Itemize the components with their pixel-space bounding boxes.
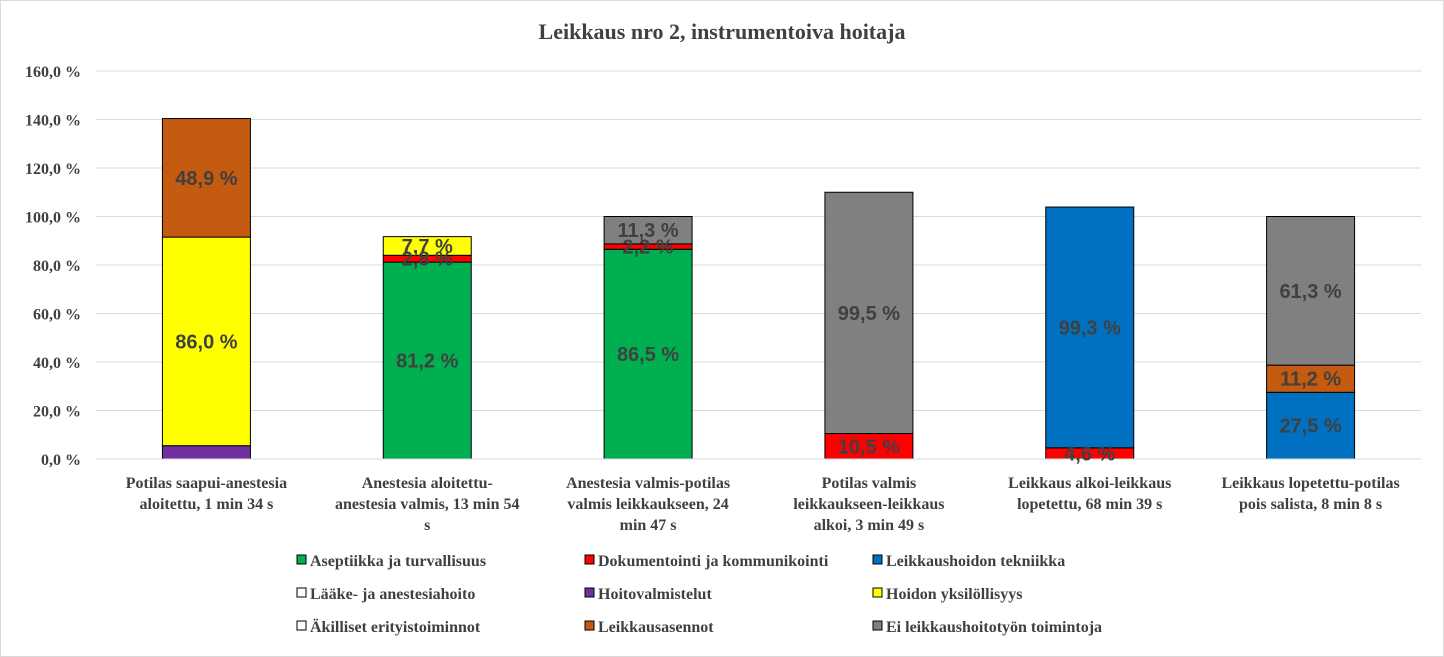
y-axis-ticks: 0,0 % 20,0 % 40,0 % 60,0 % 80,0 % 100,0 % 120,… (25, 64, 81, 469)
bar-segment (1266, 391, 1356, 460)
y-tick-label: 140,0 % (25, 113, 81, 130)
y-tick-label: 100,0 % (25, 210, 81, 227)
y-tick-label: 160,0 % (25, 64, 81, 81)
data-label: 4,6 % (1064, 443, 1115, 465)
x-tick-label: aloitettu, 1 min 34 s (140, 496, 274, 513)
x-tick-label: Anestesia aloitettu- (362, 475, 493, 492)
bar-segment (161, 236, 251, 447)
legend-swatch (872, 587, 883, 598)
data-label: 99,3 % (1059, 317, 1121, 339)
chart-title: Leikkaus nro 2, instrumentoiva hoitaja (539, 19, 906, 44)
x-tick-label: lopetettu, 68 min 39 s (1017, 496, 1162, 513)
bar-segment (603, 216, 693, 245)
legend-swatch (584, 620, 595, 631)
x-tick-label: Potilas valmis (822, 475, 917, 492)
legend-label: Hoitovalmistelut (598, 586, 712, 603)
y-tick-label: 20,0 % (33, 404, 81, 421)
data-label: 81,2 % (396, 351, 458, 373)
x-tick-label: Leikkaus lopetettu-potilas (1221, 475, 1399, 492)
bar-segment (1266, 364, 1356, 393)
data-label: 27,5 % (1279, 416, 1341, 438)
legend: Aseptiikka ja turvallisuus Dokumentointi … (296, 553, 1102, 636)
legend-swatch (872, 554, 883, 565)
legend-swatch (584, 587, 595, 598)
y-tick-label: 0,0 % (41, 452, 81, 469)
data-label: 2,8 % (402, 249, 453, 271)
bar-segment (824, 191, 914, 435)
data-label: 61,3 % (1279, 281, 1341, 303)
bar-segment (382, 236, 472, 256)
x-axis-ticks: Potilas saapui-anestesia aloitettu, 1 min… (126, 475, 1400, 534)
y-tick-label: 60,0 % (33, 307, 81, 324)
data-label: 7,7 % (402, 236, 453, 258)
legend-label: Dokumentointi ja kommunikointi (598, 553, 829, 570)
x-tick-label: Leikkaus alkoi-leikkaus (1008, 475, 1171, 492)
x-tick-label: pois salista, 8 min 8 s (1239, 496, 1382, 513)
data-label: 10,5 % (838, 436, 900, 458)
data-label: 11,2 % (1280, 369, 1341, 391)
legend-swatch (872, 620, 883, 631)
legend-label: Äkilliset erityistoiminnot (310, 618, 481, 636)
legend-label: Lääke- ja anestesiahoito (310, 586, 475, 603)
legend-swatch (584, 554, 595, 565)
data-label: 86,0 % (175, 331, 237, 353)
data-labels: 86,0 %48,9 %81,2 %2,8 %7,7 %86,5 %2,2 %1… (175, 168, 1342, 466)
x-tick-label: min 47 s (620, 517, 677, 534)
gridlines (96, 70, 1421, 460)
legend-swatch (296, 554, 307, 565)
data-label: 2,2 % (623, 237, 674, 259)
y-tick-label: 80,0 % (33, 258, 81, 275)
bar-segment (161, 118, 251, 238)
legend-label: Aseptiikka ja turvallisuus (310, 553, 486, 570)
legend-label: Leikkaushoidon tekniikka (886, 553, 1065, 570)
x-tick-label: alkoi, 3 min 49 s (814, 517, 925, 534)
y-tick-label: 120,0 % (25, 161, 81, 178)
data-label: 99,5 % (838, 303, 900, 325)
data-label: 11,3 % (617, 220, 678, 242)
x-tick-label: valmis leikkaukseen, 24 (567, 496, 728, 513)
legend-swatch (296, 620, 307, 631)
bar-segment (1045, 206, 1135, 449)
x-tick-label: s (424, 517, 430, 534)
bars (96, 118, 1421, 460)
legend-label: Ei leikkaushoitotyön toimintoja (886, 619, 1102, 636)
bar-segment (1266, 216, 1356, 366)
y-tick-label: 40,0 % (33, 355, 81, 372)
x-tick-label: leikkaukseen-leikkaus (793, 496, 944, 513)
data-label: 48,9 % (175, 168, 237, 190)
x-tick-label: Anestesia valmis-potilas (566, 475, 730, 492)
x-tick-label: anestesia valmis, 13 min 54 (335, 496, 519, 513)
bar-segment (161, 445, 251, 460)
legend-label: Hoidon yksilöllisyys (886, 586, 1023, 603)
x-tick-label: Potilas saapui-anestesia (126, 475, 287, 492)
legend-swatch (296, 587, 307, 598)
legend-label: Leikkausasennot (598, 619, 714, 636)
data-label: 86,5 % (617, 344, 679, 366)
